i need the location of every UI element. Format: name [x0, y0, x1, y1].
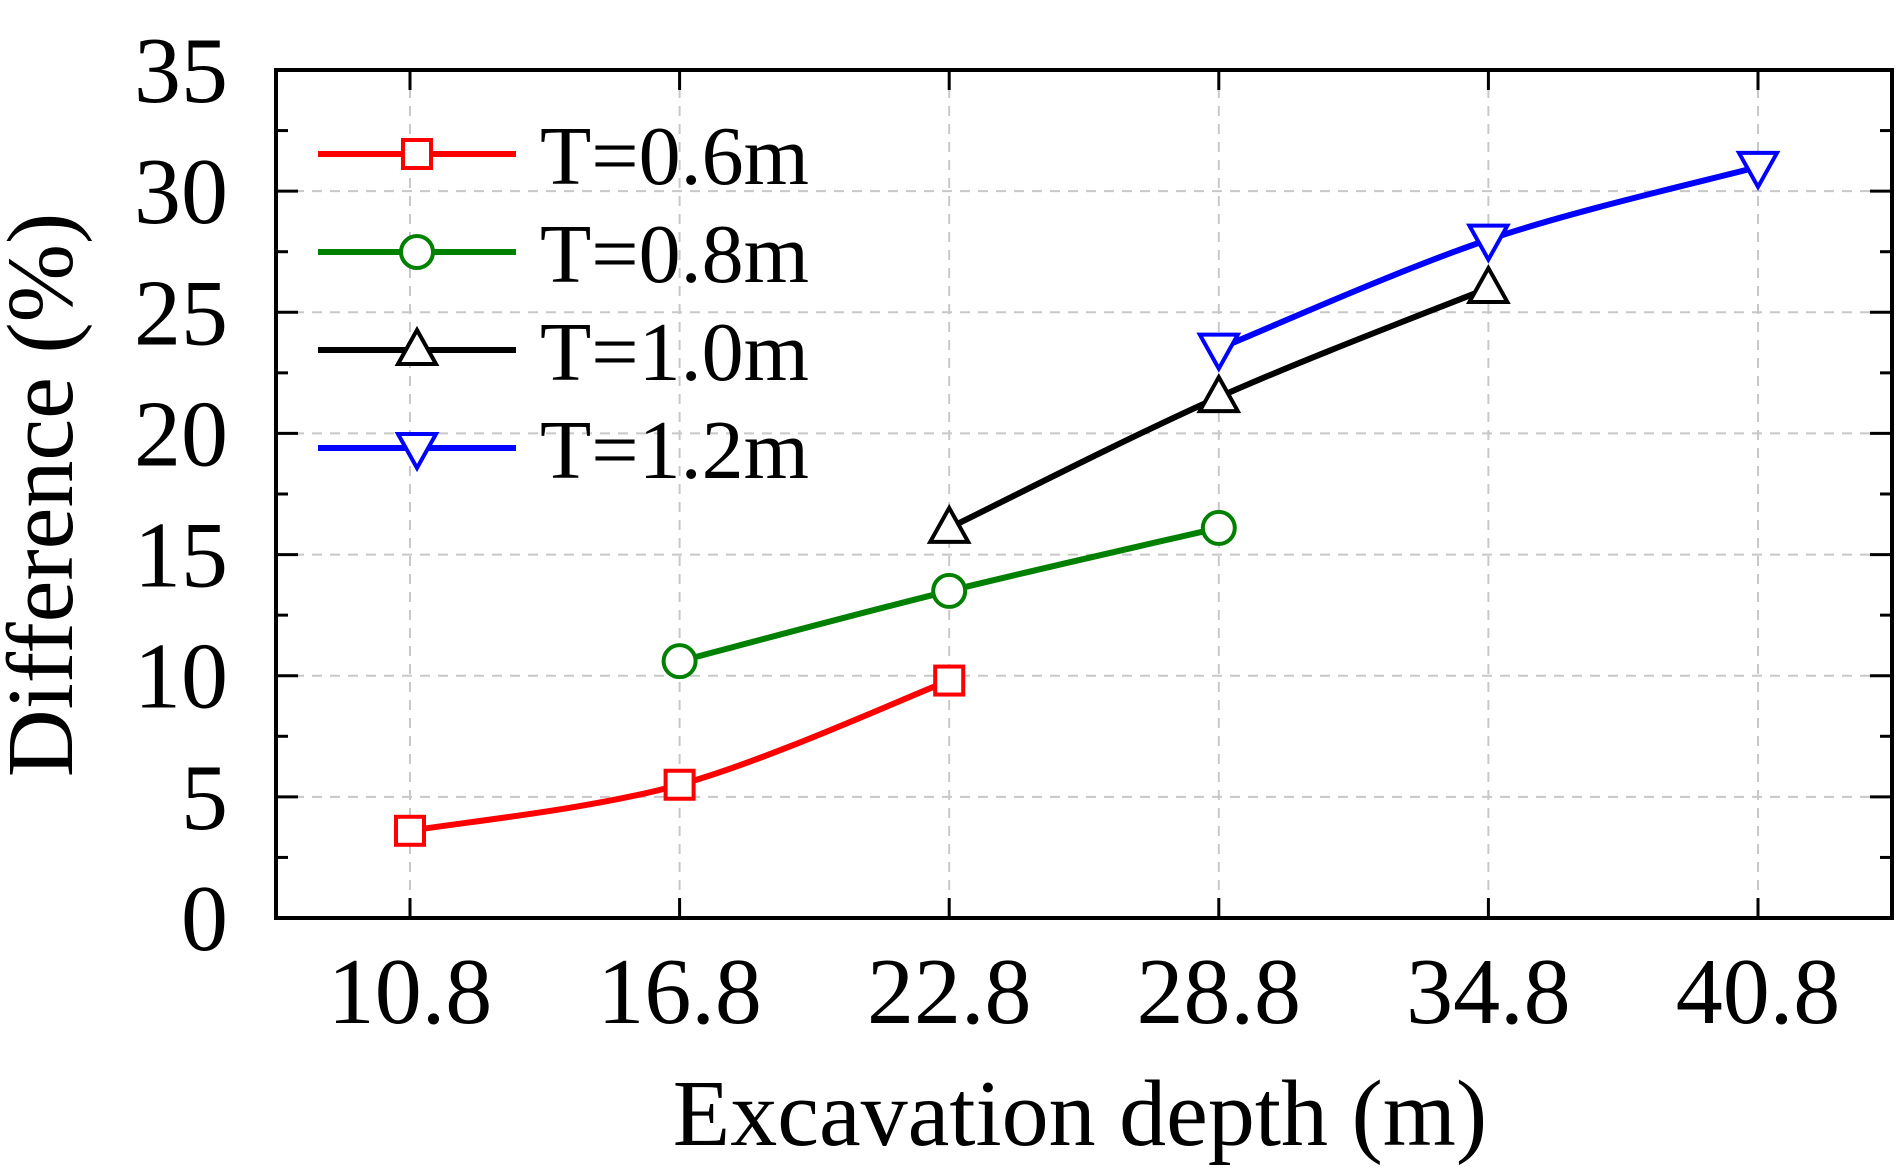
legend-marker-t08m	[399, 234, 435, 270]
data-point-t08m	[931, 572, 968, 609]
legend-marker-t06m	[401, 138, 433, 170]
data-point-t06m	[663, 768, 696, 801]
data-point-t12m	[1196, 332, 1242, 373]
y-tick-labels: 0 5 10 15 20 25 30 35	[134, 19, 228, 971]
legend-item-t08m: T=0.8m	[318, 208, 809, 301]
y-tick-label: 25	[134, 261, 228, 365]
y-tick-label: 30	[134, 140, 228, 244]
x-tick-label: 40.8	[1676, 940, 1841, 1044]
legend-item-t10m: T=1.0m	[318, 306, 809, 399]
plot-series	[394, 150, 1781, 847]
data-point-t06m	[933, 664, 966, 697]
data-point-t10m	[1196, 372, 1242, 414]
y-tick-label: 5	[181, 746, 228, 850]
legend-marker-t10m	[394, 325, 440, 366]
series-t12m	[1196, 150, 1781, 373]
axis-ticks	[276, 68, 1892, 920]
series-t08m	[661, 509, 1237, 680]
data-point-t08m	[661, 643, 698, 680]
data-point-t12m	[1465, 223, 1511, 264]
series-t06m	[394, 664, 966, 847]
legend-item-t12m: T=1.2m	[318, 404, 809, 497]
legend-item-t06m: T=0.6m	[318, 110, 809, 203]
series-t10m	[926, 263, 1511, 544]
y-axis-title: Difference (%)	[0, 213, 93, 778]
x-tick-label: 34.8	[1406, 940, 1571, 1044]
y-tick-label: 0	[181, 867, 228, 971]
data-point-t10m	[926, 503, 972, 544]
y-tick-label: 15	[134, 504, 228, 608]
x-tick-label: 22.8	[867, 940, 1032, 1044]
x-tick-labels: 10.8 16.8 22.8 28.8 34.8 40.8	[328, 940, 1841, 1044]
x-tick-label: 28.8	[1137, 940, 1302, 1044]
legend-label-t10m: T=1.0m	[540, 306, 809, 399]
legend-label-t12m: T=1.2m	[540, 404, 809, 497]
y-tick-label: 10	[134, 625, 228, 729]
x-tick-label: 10.8	[328, 940, 493, 1044]
legend-label-t06m: T=0.6m	[540, 110, 809, 203]
legend-label-t08m: T=0.8m	[540, 208, 809, 301]
data-point-t10m	[1465, 263, 1511, 305]
x-tick-label: 16.8	[597, 940, 762, 1044]
y-tick-label: 20	[134, 382, 228, 486]
data-point-t06m	[394, 814, 426, 847]
y-tick-label: 35	[134, 19, 228, 123]
data-point-t12m	[1735, 150, 1781, 192]
data-point-t08m	[1200, 509, 1237, 546]
legend: T=0.6mT=0.8mT=1.0mT=1.2m	[318, 110, 809, 497]
legend-marker-t12m	[394, 432, 440, 473]
x-axis-title: Excavation depth (m)	[673, 1062, 1487, 1166]
